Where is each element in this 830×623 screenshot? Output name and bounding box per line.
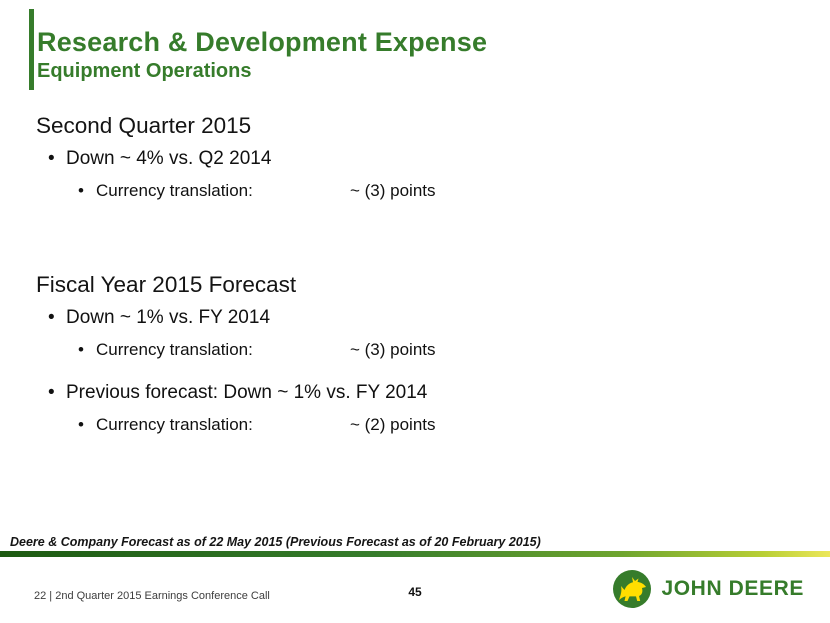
sub-bullet-item: • Currency translation: ~ (3) points — [36, 338, 810, 362]
bullet-glyph: • — [48, 148, 55, 169]
bullet-glyph: • — [48, 382, 55, 403]
section-heading-fy: Fiscal Year 2015 Forecast — [36, 272, 297, 297]
slide-body: Second Quarter 2015 • Down ~ 4% vs. Q2 2… — [36, 112, 810, 437]
bullet-glyph: • — [78, 181, 84, 200]
bullet-text: Down ~ 4% vs. Q2 2014 — [66, 148, 272, 169]
sub-bullet-item: • Currency translation: ~ (3) points — [36, 179, 810, 203]
bullet-text: Previous forecast: Down ~ 1% vs. FY 2014 — [66, 382, 428, 403]
bullet-glyph: • — [48, 307, 55, 328]
green-yellow-divider-bar — [0, 551, 830, 557]
bullet-glyph: • — [78, 415, 84, 434]
page-number: 45 — [408, 585, 422, 599]
bullet-item: • Down ~ 4% vs. Q2 2014 — [36, 146, 810, 172]
title-accent-bar — [29, 9, 34, 90]
sub-bullet-value: ~ (2) points — [350, 415, 436, 434]
bullet-item: • Down ~ 1% vs. FY 2014 — [36, 305, 810, 331]
bullet-glyph: • — [78, 340, 84, 359]
forecast-footnote: Deere & Company Forecast as of 22 May 20… — [10, 535, 541, 549]
slide-title: Research & Development Expense — [37, 27, 488, 57]
john-deere-wordmark: JOHN DEERE — [661, 577, 804, 600]
slide-subtitle: Equipment Operations — [37, 60, 252, 82]
john-deere-logo: JOHN DEERE — [612, 569, 804, 609]
deer-icon — [613, 570, 652, 608]
sub-bullet-label: Currency translation: — [96, 415, 253, 434]
sub-bullet-value: ~ (3) points — [350, 340, 436, 359]
bullet-text: Down ~ 1% vs. FY 2014 — [66, 307, 271, 328]
footer-caption: 22 | 2nd Quarter 2015 Earnings Conferenc… — [34, 590, 270, 602]
sub-bullet-label: Currency translation: — [96, 340, 253, 359]
sub-bullet-value: ~ (3) points — [350, 181, 436, 200]
bullet-item: • Previous forecast: Down ~ 1% vs. FY 20… — [36, 380, 810, 406]
sub-bullet-label: Currency translation: — [96, 181, 253, 200]
sub-bullet-item: • Currency translation: ~ (2) points — [36, 413, 810, 437]
section-heading-q2: Second Quarter 2015 — [36, 113, 252, 138]
